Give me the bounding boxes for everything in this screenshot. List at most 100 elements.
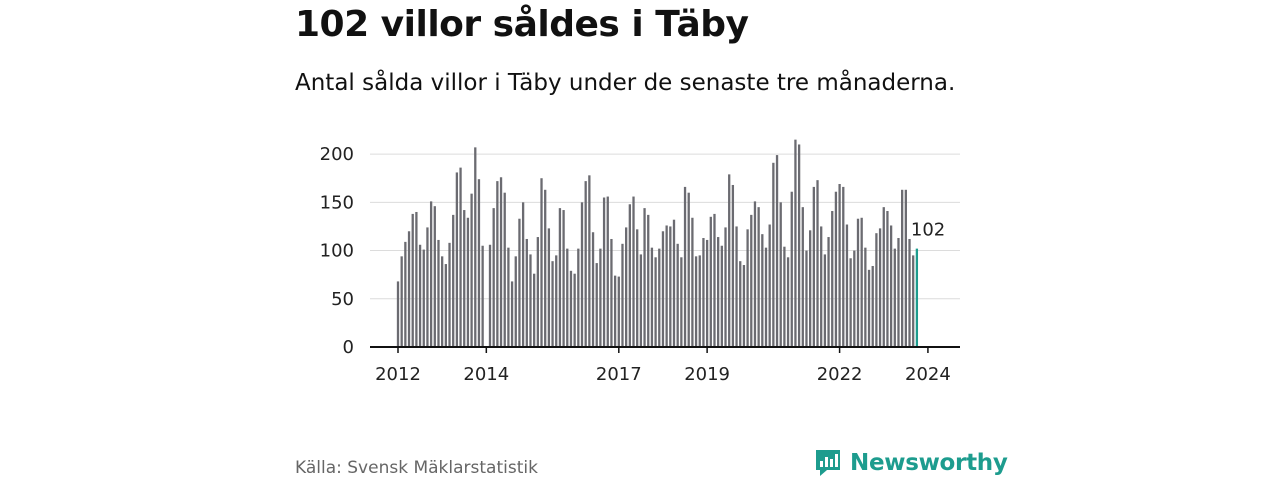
- bar: [897, 238, 900, 347]
- bar: [801, 207, 804, 347]
- bar: [584, 181, 587, 347]
- bar: [882, 207, 885, 347]
- bar: [790, 191, 793, 347]
- bar: [823, 254, 827, 347]
- bar: [426, 227, 429, 347]
- bar: [499, 177, 503, 347]
- bar: [713, 213, 716, 347]
- bar: [599, 248, 602, 347]
- bar: [875, 233, 878, 347]
- y-tick-label: 0: [343, 337, 354, 358]
- y-tick-label: 150: [320, 192, 354, 213]
- bar: [871, 265, 874, 347]
- bar: [503, 192, 506, 347]
- bar: [588, 175, 591, 347]
- bar: [768, 224, 771, 347]
- y-tick-label: 100: [320, 241, 354, 262]
- bar: [533, 273, 536, 347]
- bar: [735, 226, 738, 347]
- bar: [647, 214, 650, 347]
- bar: [779, 202, 782, 347]
- bar: [805, 250, 808, 347]
- bar: [433, 206, 436, 347]
- chart-subtitle: Antal sålda villor i Täby under de senas…: [295, 70, 956, 96]
- bar: [680, 257, 683, 347]
- bar: [842, 186, 845, 347]
- bar: [849, 258, 852, 347]
- bar: [764, 247, 768, 347]
- bar: [683, 186, 687, 347]
- bar: [569, 270, 573, 347]
- bar: [617, 276, 620, 347]
- y-tick-label: 50: [331, 289, 354, 310]
- bar: [558, 208, 562, 347]
- bar: [400, 256, 403, 347]
- bar: [761, 234, 764, 347]
- bar: [665, 225, 668, 347]
- bar: [474, 147, 477, 347]
- bar: [466, 217, 470, 347]
- bar: [867, 269, 871, 347]
- bar: [470, 193, 473, 347]
- bar: [536, 237, 539, 347]
- bar: [772, 162, 775, 347]
- highlight-bar: [915, 248, 919, 347]
- bar: [518, 218, 521, 347]
- bar: [661, 231, 665, 347]
- bar: [794, 139, 797, 347]
- bar: [507, 247, 510, 347]
- bar: [636, 229, 639, 347]
- bar: [540, 178, 543, 347]
- bar: [731, 184, 735, 347]
- bar: [753, 201, 757, 347]
- bar: [625, 227, 628, 347]
- bar: [521, 202, 525, 347]
- newsworthy-logo[interactable]: Newsworthy: [814, 446, 1008, 480]
- bar: [783, 246, 786, 347]
- bar: [639, 254, 643, 347]
- bar: [566, 248, 569, 347]
- bar: [886, 211, 889, 347]
- bar: [481, 245, 484, 347]
- bar: [573, 273, 576, 347]
- bar: [396, 281, 400, 347]
- bar: [853, 250, 856, 347]
- bar-chart-speech-bubble-icon: [816, 450, 840, 476]
- bar: [658, 248, 661, 347]
- bar: [687, 192, 690, 347]
- x-tick-label: 2012: [375, 364, 421, 385]
- x-tick-label: 2014: [463, 364, 509, 385]
- bar: [643, 208, 646, 347]
- bar: [672, 219, 676, 347]
- bar: [555, 255, 558, 347]
- bar: [547, 228, 551, 347]
- bar: [525, 238, 528, 347]
- bar: [786, 257, 790, 347]
- bar: [860, 217, 863, 347]
- bar: [827, 237, 830, 347]
- bar: [418, 244, 422, 347]
- bar: [893, 248, 896, 347]
- bar: [452, 214, 455, 347]
- bar: [404, 241, 407, 347]
- bar: [775, 155, 779, 347]
- bar: [746, 229, 749, 347]
- bar: [838, 184, 841, 347]
- bar: [720, 245, 723, 347]
- bar: [496, 181, 499, 347]
- bar: [411, 213, 414, 347]
- bar: [455, 172, 459, 347]
- bar: [610, 238, 613, 347]
- bar: [757, 207, 760, 347]
- bar: [492, 208, 495, 347]
- bar: [628, 204, 631, 347]
- bar: [809, 230, 812, 347]
- bar: [415, 211, 418, 347]
- highlight-value-label: 102: [911, 220, 945, 241]
- bar: [889, 225, 893, 347]
- y-axis-ticks: 0 50 100 150 200: [320, 144, 354, 358]
- bar: [654, 257, 657, 347]
- bar: [669, 226, 672, 347]
- bar: [488, 244, 492, 347]
- bar: [705, 239, 709, 347]
